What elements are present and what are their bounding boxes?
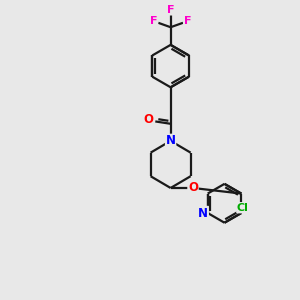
Text: Cl: Cl	[237, 203, 249, 213]
Text: F: F	[167, 5, 174, 15]
Text: N: N	[198, 206, 208, 220]
Text: N: N	[166, 134, 176, 147]
Text: F: F	[150, 16, 158, 26]
Text: O: O	[144, 113, 154, 127]
Text: O: O	[188, 182, 198, 194]
Text: F: F	[184, 16, 191, 26]
